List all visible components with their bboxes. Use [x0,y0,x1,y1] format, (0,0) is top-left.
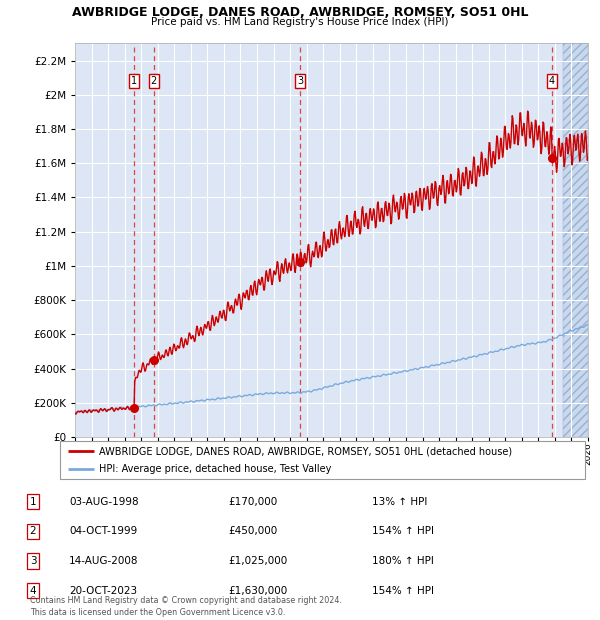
Text: HPI: Average price, detached house, Test Valley: HPI: Average price, detached house, Test… [100,464,332,474]
Text: 20-OCT-2023: 20-OCT-2023 [69,586,137,596]
Bar [563,43,588,437]
Text: 1: 1 [29,497,37,507]
Text: 180% ↑ HPI: 180% ↑ HPI [372,556,434,566]
Text: £450,000: £450,000 [228,526,277,536]
FancyBboxPatch shape [60,441,585,479]
Text: 2: 2 [151,76,157,86]
Text: AWBRIDGE LODGE, DANES ROAD, AWBRIDGE, ROMSEY, SO51 0HL: AWBRIDGE LODGE, DANES ROAD, AWBRIDGE, RO… [72,6,528,19]
Text: Contains HM Land Registry data © Crown copyright and database right 2024.
This d: Contains HM Land Registry data © Crown c… [30,596,342,617]
Text: 4: 4 [548,76,554,86]
Bar [563,43,588,437]
Text: 1: 1 [131,76,137,86]
Text: £170,000: £170,000 [228,497,277,507]
Text: Price paid vs. HM Land Registry's House Price Index (HPI): Price paid vs. HM Land Registry's House … [151,17,449,27]
Text: 4: 4 [29,586,37,596]
Text: 154% ↑ HPI: 154% ↑ HPI [372,586,434,596]
Text: £1,630,000: £1,630,000 [228,586,287,596]
Text: 154% ↑ HPI: 154% ↑ HPI [372,526,434,536]
Text: 3: 3 [29,556,37,566]
Text: 14-AUG-2008: 14-AUG-2008 [69,556,139,566]
Text: 03-AUG-1998: 03-AUG-1998 [69,497,139,507]
Text: 2: 2 [29,526,37,536]
Text: AWBRIDGE LODGE, DANES ROAD, AWBRIDGE, ROMSEY, SO51 0HL (detached house): AWBRIDGE LODGE, DANES ROAD, AWBRIDGE, RO… [100,446,512,456]
Text: 3: 3 [298,76,304,86]
Text: 04-OCT-1999: 04-OCT-1999 [69,526,137,536]
Text: 13% ↑ HPI: 13% ↑ HPI [372,497,427,507]
Text: £1,025,000: £1,025,000 [228,556,287,566]
